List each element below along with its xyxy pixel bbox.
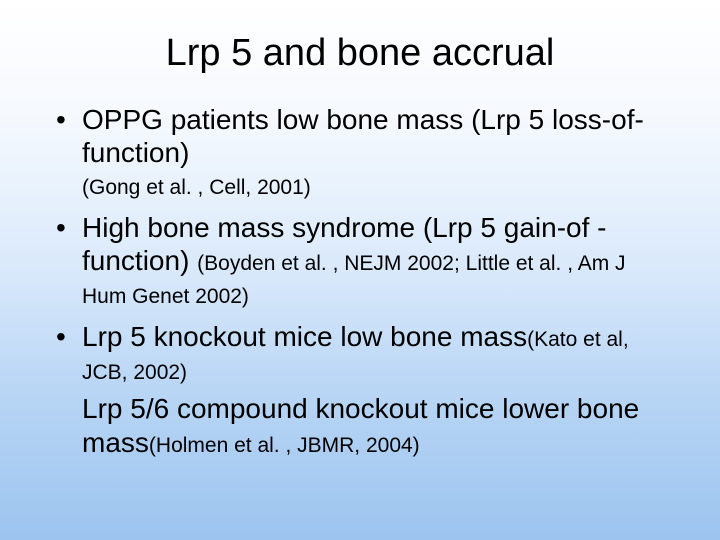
bullet-list: OPPG patients low bone mass (Lrp 5 loss-… — [48, 103, 672, 459]
bullet-item: OPPG patients low bone mass (Lrp 5 loss-… — [48, 103, 672, 169]
followup-line: Lrp 5/6 compound knockout mice lower bon… — [48, 392, 672, 458]
bullet-main-text: Lrp 5 knockout mice low bone mass — [82, 321, 527, 352]
slide-container: Lrp 5 and bone accrual OPPG patients low… — [0, 0, 720, 540]
bullet-main-text: OPPG patients low bone mass (Lrp 5 loss-… — [82, 104, 644, 168]
slide-title: Lrp 5 and bone accrual — [48, 32, 672, 75]
bullet-item: Lrp 5 knockout mice low bone mass(Kato e… — [48, 320, 672, 386]
citation-text: (Gong et al. , Cell, 2001) — [48, 175, 672, 201]
citation-text: (Holmen et al. , JBMR, 2004) — [149, 434, 420, 457]
bullet-item: High bone mass syndrome (Lrp 5 gain-of -… — [48, 211, 672, 310]
